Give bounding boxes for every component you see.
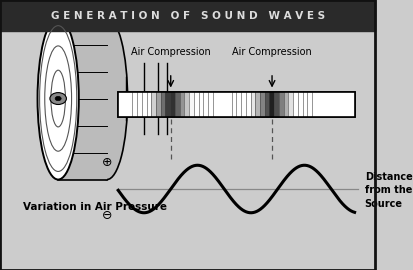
Text: Air Compression: Air Compression — [131, 47, 210, 57]
Bar — [137, 92, 142, 117]
Bar — [231, 92, 236, 117]
Bar — [330, 92, 335, 117]
Circle shape — [50, 93, 66, 104]
Bar — [217, 92, 222, 117]
Bar — [184, 92, 189, 117]
Ellipse shape — [38, 18, 78, 180]
Circle shape — [55, 96, 61, 101]
Bar — [311, 92, 316, 117]
Bar — [273, 92, 278, 117]
Bar — [132, 92, 137, 117]
Bar — [321, 92, 325, 117]
Bar — [226, 92, 231, 117]
Bar — [165, 92, 170, 117]
Bar — [179, 92, 184, 117]
Bar — [146, 92, 151, 117]
Bar — [151, 92, 156, 117]
Bar — [278, 92, 283, 117]
Bar — [240, 92, 245, 117]
Bar — [269, 92, 273, 117]
Text: Distance
from the
Source: Distance from the Source — [364, 172, 411, 208]
Bar — [236, 92, 240, 117]
Ellipse shape — [86, 18, 127, 180]
Bar — [127, 92, 132, 117]
Text: G E N E R A T I O N   O F   S O U N D   W A V E S: G E N E R A T I O N O F S O U N D W A V … — [50, 11, 324, 21]
Bar — [175, 92, 179, 117]
Bar — [118, 92, 354, 117]
Text: Air Compression: Air Compression — [232, 47, 311, 57]
Bar — [288, 92, 292, 117]
Bar — [160, 92, 165, 117]
Text: Variation in Air Pressure: Variation in Air Pressure — [22, 201, 166, 212]
Bar — [339, 92, 344, 117]
Bar — [297, 92, 302, 117]
Bar — [142, 92, 146, 117]
Bar — [156, 92, 160, 117]
Bar — [344, 92, 349, 117]
Bar — [207, 92, 212, 117]
Bar — [302, 92, 306, 117]
Bar — [316, 92, 321, 117]
Bar — [189, 92, 193, 117]
Bar — [222, 92, 226, 117]
Bar — [193, 92, 198, 117]
Bar — [198, 92, 203, 117]
Bar — [349, 92, 354, 117]
Bar — [306, 92, 311, 117]
Bar — [264, 92, 269, 117]
Bar — [250, 92, 255, 117]
Bar — [123, 92, 127, 117]
Bar — [0, 0, 374, 31]
Bar — [255, 92, 259, 117]
Bar — [283, 92, 288, 117]
Text: ⊖: ⊖ — [102, 209, 112, 222]
Bar — [118, 92, 123, 117]
Bar — [325, 92, 330, 117]
Bar — [292, 92, 297, 117]
Bar — [245, 92, 250, 117]
Bar — [335, 92, 339, 117]
Text: ⊕: ⊕ — [102, 156, 112, 169]
Bar — [259, 92, 264, 117]
Bar — [118, 92, 354, 117]
Bar — [58, 18, 107, 180]
Bar — [212, 92, 217, 117]
Bar — [203, 92, 207, 117]
Bar — [170, 92, 175, 117]
